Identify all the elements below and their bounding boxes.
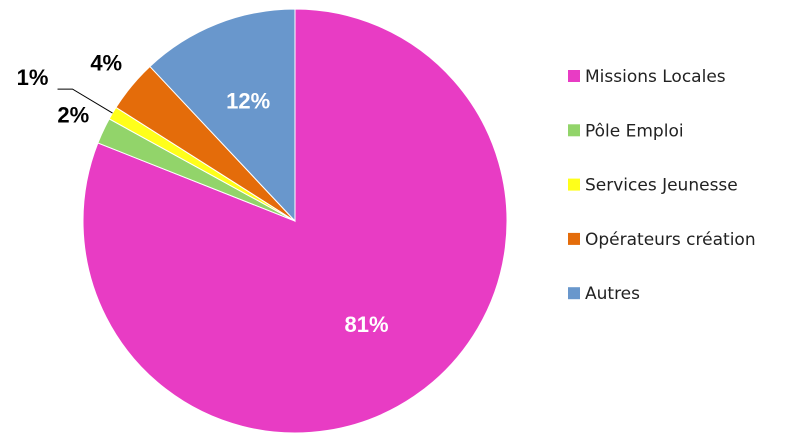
legend-swatch: [568, 232, 580, 245]
legend-label: Autres: [585, 284, 640, 304]
value-label: 12%: [226, 89, 270, 114]
legend-label: Services Jeunesse: [585, 176, 738, 196]
legend-swatch: [568, 70, 580, 82]
legend-label: Pôle Emploi: [585, 121, 684, 141]
value-label: 1%: [17, 65, 49, 90]
legend-label: Opérateurs création: [585, 230, 756, 250]
value-label: 4%: [90, 51, 122, 76]
pie-slice: [149, 8, 296, 223]
legend-label: Missions Locales: [585, 67, 726, 87]
leader-line: [57, 88, 113, 114]
legend-swatch: [568, 287, 580, 300]
legend-swatch: [568, 124, 580, 137]
value-label: 81%: [344, 312, 388, 337]
value-label: 2%: [57, 102, 89, 127]
legend-swatch: [568, 178, 580, 191]
